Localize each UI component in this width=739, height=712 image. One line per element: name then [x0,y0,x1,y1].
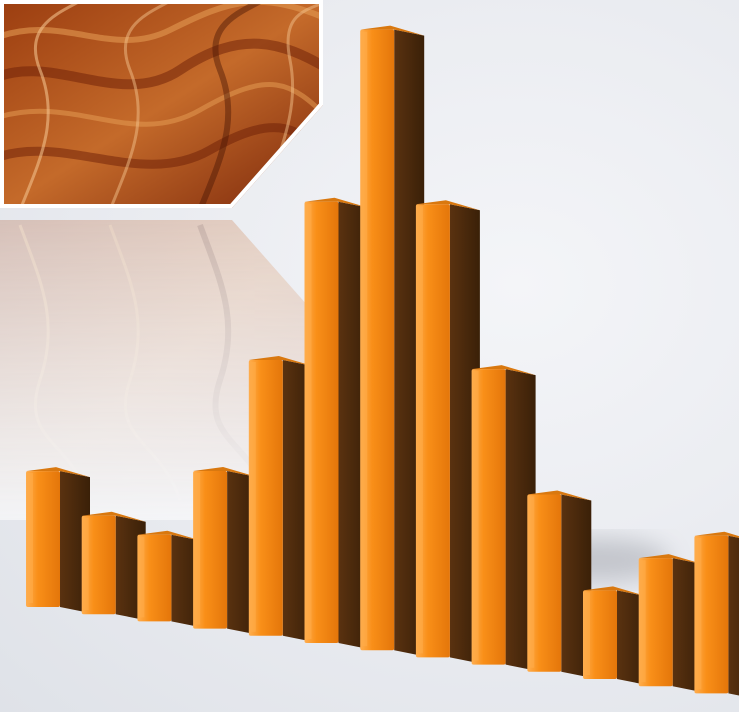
bar-5-front [248,360,283,636]
bar-11-top [583,586,647,597]
bar-7-highlight [362,31,368,647]
bar-13-front [694,535,729,694]
bar-2 [81,511,146,621]
bar-5-top [248,356,313,366]
bar-7-front [360,29,395,651]
bar-2-front [81,515,116,615]
bar-4-highlight [195,473,201,625]
bar-8-front [415,204,450,658]
bar-4 [193,467,258,635]
bar-11 [583,586,647,685]
bar-11-front [583,590,617,679]
bar-13 [694,531,739,696]
bar-9-top [471,365,536,376]
bar-1-top [26,467,90,478]
bar-9 [471,365,536,671]
bar-12 [638,554,703,693]
bar-12-front [638,558,673,687]
bar-12-top [638,554,703,565]
bar-9-highlight [473,371,479,661]
bar-3-front [137,534,172,622]
bar-1-highlight [28,473,33,603]
bar-3 [137,530,202,628]
bar-10-top [527,490,592,501]
bar-9-front [471,369,506,665]
bar-7 [360,25,425,657]
bar-3-top [137,530,202,541]
bar-6-top [304,197,369,208]
bar-1-front [26,471,60,607]
bar-3-highlight [139,536,145,618]
bar-13-top [694,531,739,538]
bar-5-highlight [250,362,256,632]
photo-frame [0,0,323,208]
bar-8-top [415,200,480,211]
bar-10-front [527,494,562,672]
bar-13-side [728,535,739,696]
bar-4-front [193,471,228,629]
bar-11-highlight [585,592,590,675]
bar-10-highlight [529,496,535,668]
bar-8 [415,200,480,664]
bar-group [26,25,739,696]
bar-10 [527,490,592,678]
bar-7-top [360,25,425,36]
bar-1 [26,467,90,613]
bar-5 [248,356,313,642]
bar-6 [304,197,369,649]
bar-13-highlight [696,537,702,690]
bar-2-highlight [83,517,89,611]
bar-6-highlight [306,203,312,639]
bar-8-highlight [417,206,423,654]
bar-12-highlight [640,560,646,683]
bar-4-top [193,467,258,477]
bar-6-front [304,201,339,643]
wood-texture-image [0,0,323,208]
bar-2-top [81,511,146,522]
